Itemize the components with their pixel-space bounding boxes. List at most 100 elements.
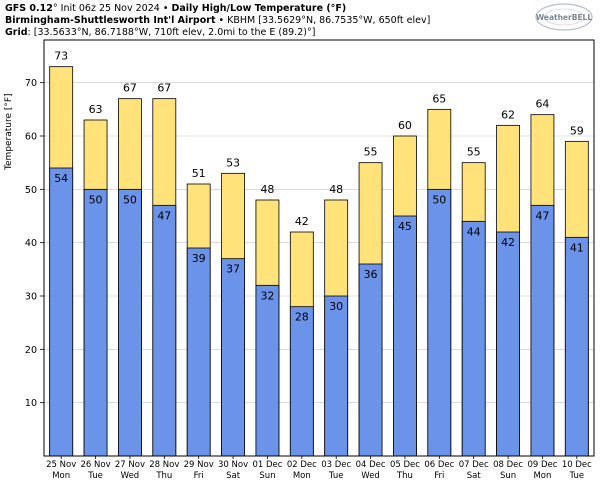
x-tick-day: Wed: [121, 471, 140, 481]
low-temp-label: 50: [123, 193, 137, 206]
weatherbell-logo: WeatherBELL: [535, 3, 593, 31]
high-temp-label: 67: [123, 82, 137, 95]
x-tick-date: 26 Nov: [81, 460, 111, 470]
x-tick-date: 08 Dec: [493, 460, 523, 470]
high-temp-label: 62: [501, 108, 515, 121]
low-temp-bar: [152, 204, 177, 457]
low-temp-label: 44: [467, 225, 481, 238]
high-temp-label: 73: [54, 50, 68, 63]
x-tick-date: 04 Dec: [356, 460, 386, 470]
x-tick-day: Fri: [194, 471, 204, 481]
x-tick-day: Mon: [533, 471, 551, 481]
x-tick-day: Mon: [52, 471, 70, 481]
low-temp-bar: [358, 263, 383, 457]
low-temp-bar: [186, 247, 211, 457]
x-tick-date: 07 Dec: [459, 460, 489, 470]
high-temp-label: 53: [226, 156, 240, 169]
x-tick-date: 25 Nov: [46, 460, 76, 470]
low-temp-bar: [289, 306, 314, 457]
chart-header: GFS 0.12° Init 06z 25 Nov 2024 • Daily H…: [5, 3, 430, 39]
low-temp-label: 54: [54, 172, 68, 185]
y-tick-label: 60: [25, 132, 37, 143]
high-temp-label: 59: [570, 124, 584, 137]
high-temp-label: 65: [432, 92, 446, 105]
separator: •: [159, 3, 172, 14]
y-tick-label: 10: [25, 398, 37, 409]
low-temp-bar: [118, 188, 142, 457]
low-temp-label: 37: [226, 263, 240, 276]
x-tick-day: Thu: [396, 471, 413, 481]
low-temp-label: 39: [192, 252, 206, 265]
grid-label: Grid: [5, 27, 28, 38]
high-temp-label: 55: [364, 146, 378, 159]
x-tick-day: Sun: [259, 471, 275, 481]
low-temp-label: 47: [157, 209, 171, 222]
x-tick-day: Sat: [467, 471, 482, 481]
x-tick-date: 06 Dec: [424, 460, 454, 470]
station-info: • KBHM [33.5629°N, 86.7535°W, 650ft elev…: [215, 15, 431, 26]
high-temp-label: 51: [192, 167, 206, 180]
low-temp-label: 50: [432, 193, 446, 206]
y-tick-label: 50: [25, 185, 37, 196]
low-temp-label: 28: [295, 311, 309, 324]
logo-text: WeatherBELL: [536, 13, 592, 22]
header-line-grid: Grid: [33.5633°N, 86.7188°W, 710ft elev,…: [5, 27, 430, 39]
x-tick-date: 29 Nov: [184, 460, 214, 470]
x-tick-day: Tue: [87, 471, 103, 481]
product-title: Daily High/Low Temperature (°F): [171, 3, 347, 14]
low-temp-bar: [427, 188, 452, 457]
low-temp-label: 50: [89, 193, 103, 206]
header-line-station: Birmingham-Shuttlesworth Int'l Airport •…: [5, 15, 430, 27]
plot-frame: [43, 39, 595, 457]
x-tick-day: Sun: [500, 471, 516, 481]
low-temp-bar: [496, 231, 520, 457]
x-tick-date: 09 Dec: [527, 460, 557, 470]
model-name: GFS 0.12: [5, 3, 53, 14]
low-temp-label: 41: [570, 241, 584, 254]
x-tick-date: 02 Dec: [287, 460, 317, 470]
low-temp-bar: [530, 204, 555, 457]
high-temp-label: 48: [329, 183, 343, 196]
low-temp-label: 42: [501, 236, 515, 249]
high-temp-label: 42: [295, 215, 309, 228]
y-tick-label: 30: [25, 292, 37, 303]
low-temp-label: 36: [364, 268, 378, 281]
low-temp-bar: [83, 188, 108, 457]
grid-info: : [33.5633°N, 86.7188°W, 710ft elev, 2.0…: [27, 27, 316, 38]
low-temp-label: 47: [535, 209, 549, 222]
x-tick-date: 27 Nov: [115, 460, 145, 470]
x-tick-date: 01 Dec: [252, 460, 282, 470]
low-temp-label: 32: [260, 289, 274, 302]
station-name: Birmingham-Shuttlesworth Int'l Airport: [5, 15, 216, 26]
low-temp-bar: [221, 258, 245, 457]
high-temp-label: 63: [89, 103, 103, 116]
low-temp-bar: [255, 284, 280, 457]
x-tick-date: 30 Nov: [218, 460, 248, 470]
init-time: ° Init 06z 25 Nov 2024: [52, 3, 160, 14]
low-temp-label: 45: [398, 220, 412, 233]
low-temp-bar: [324, 295, 349, 457]
high-temp-label: 64: [535, 98, 549, 111]
high-temp-label: 48: [260, 183, 274, 196]
x-tick-day: Wed: [361, 471, 380, 481]
x-tick-day: Tue: [328, 471, 344, 481]
y-tick-label: 20: [25, 345, 37, 356]
low-temp-bar: [564, 236, 589, 457]
y-tick-label: 70: [25, 78, 37, 89]
header-line-model: GFS 0.12° Init 06z 25 Nov 2024 • Daily H…: [5, 3, 430, 15]
y-tick-label: 40: [25, 238, 37, 249]
x-tick-day: Sat: [226, 471, 241, 481]
low-temp-bar: [461, 220, 486, 457]
x-tick-day: Mon: [293, 471, 311, 481]
high-temp-label: 67: [157, 82, 171, 95]
high-temp-label: 60: [398, 119, 412, 132]
x-tick-date: 03 Dec: [321, 460, 351, 470]
x-tick-day: Tue: [569, 471, 585, 481]
x-tick-date: 05 Dec: [390, 460, 420, 470]
x-tick-date: 28 Nov: [149, 460, 179, 470]
low-temp-bar: [49, 167, 74, 457]
low-temp-bar: [393, 215, 417, 457]
high-temp-label: 55: [467, 146, 481, 159]
x-tick-day: Thu: [155, 471, 172, 481]
